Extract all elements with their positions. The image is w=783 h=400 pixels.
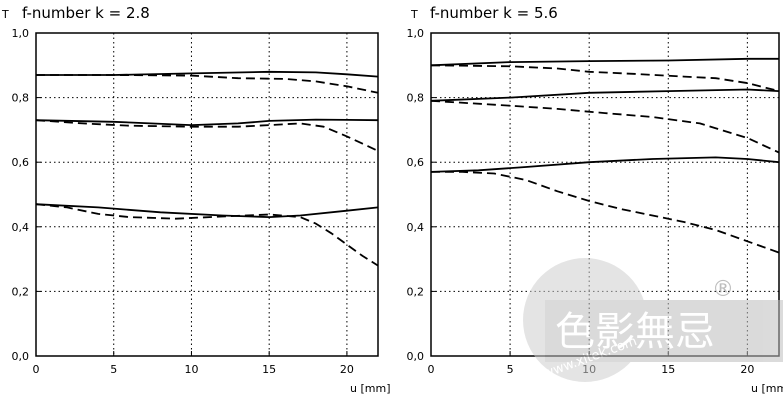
x-tick-label: 20 — [740, 363, 754, 376]
y-tick-label: 0,0 — [407, 350, 425, 363]
xitek-watermark: 色影無忌 www.xitek.com ® — [523, 258, 783, 382]
series-line-solid — [430, 156, 780, 173]
series-line-solid — [35, 203, 379, 218]
y-tick-label: 0,8 — [12, 92, 30, 105]
y-tick-label: 1,0 — [12, 27, 30, 40]
y-tick-label: 0,6 — [407, 156, 425, 169]
chart-title: f-number k = 2.8 — [22, 4, 150, 22]
x-tick-label: 0 — [33, 363, 40, 376]
y-tick-label: 1,0 — [407, 27, 425, 40]
x-tick-label: 5 — [110, 363, 117, 376]
chart-title: f-number k = 5.6 — [430, 4, 558, 22]
series-line-solid — [430, 57, 779, 67]
plot-frame — [35, 32, 379, 357]
y-tick-label: 0,0 — [12, 350, 30, 363]
x-axis-label: u [mm] — [751, 382, 783, 395]
watermark-logo: 色影無忌 — [555, 309, 715, 355]
x-tick-label: 15 — [262, 363, 276, 376]
x-tick-label: 5 — [507, 363, 514, 376]
series-line-dashed — [431, 171, 780, 254]
series-line-dashed — [430, 99, 780, 154]
watermark-banner — [545, 300, 783, 362]
y-tick-label: 0,8 — [407, 92, 425, 105]
y-tick-label: 0,2 — [407, 285, 425, 298]
series-line-dashed — [36, 74, 379, 94]
series-line-dashed — [35, 119, 379, 152]
watermark-registered-mark: ® — [712, 277, 734, 302]
x-axis-label: u [mm] — [350, 382, 390, 395]
x-tick-label: 10 — [184, 363, 198, 376]
y-axis-label: T — [1, 8, 9, 21]
x-tick-label: 20 — [340, 363, 354, 376]
y-tick-label: 0,4 — [407, 221, 425, 234]
x-tick-label: 0 — [428, 363, 435, 376]
series-line-solid — [35, 118, 379, 126]
y-tick-label: 0,6 — [12, 156, 30, 169]
series-line-solid — [430, 88, 780, 102]
series-line-dashed — [430, 64, 780, 92]
chart-panel-left: 0 5 10 15 20 0,0 0,2 0,4 0,6 0,8 1,0T f-number k = … — [1, 4, 390, 395]
y-tick-label: 0,4 — [12, 221, 30, 234]
x-tick-label: 15 — [661, 363, 675, 376]
y-axis-label: T — [410, 8, 418, 21]
series-line-dashed — [35, 203, 379, 267]
y-tick-label: 0,2 — [12, 285, 30, 298]
